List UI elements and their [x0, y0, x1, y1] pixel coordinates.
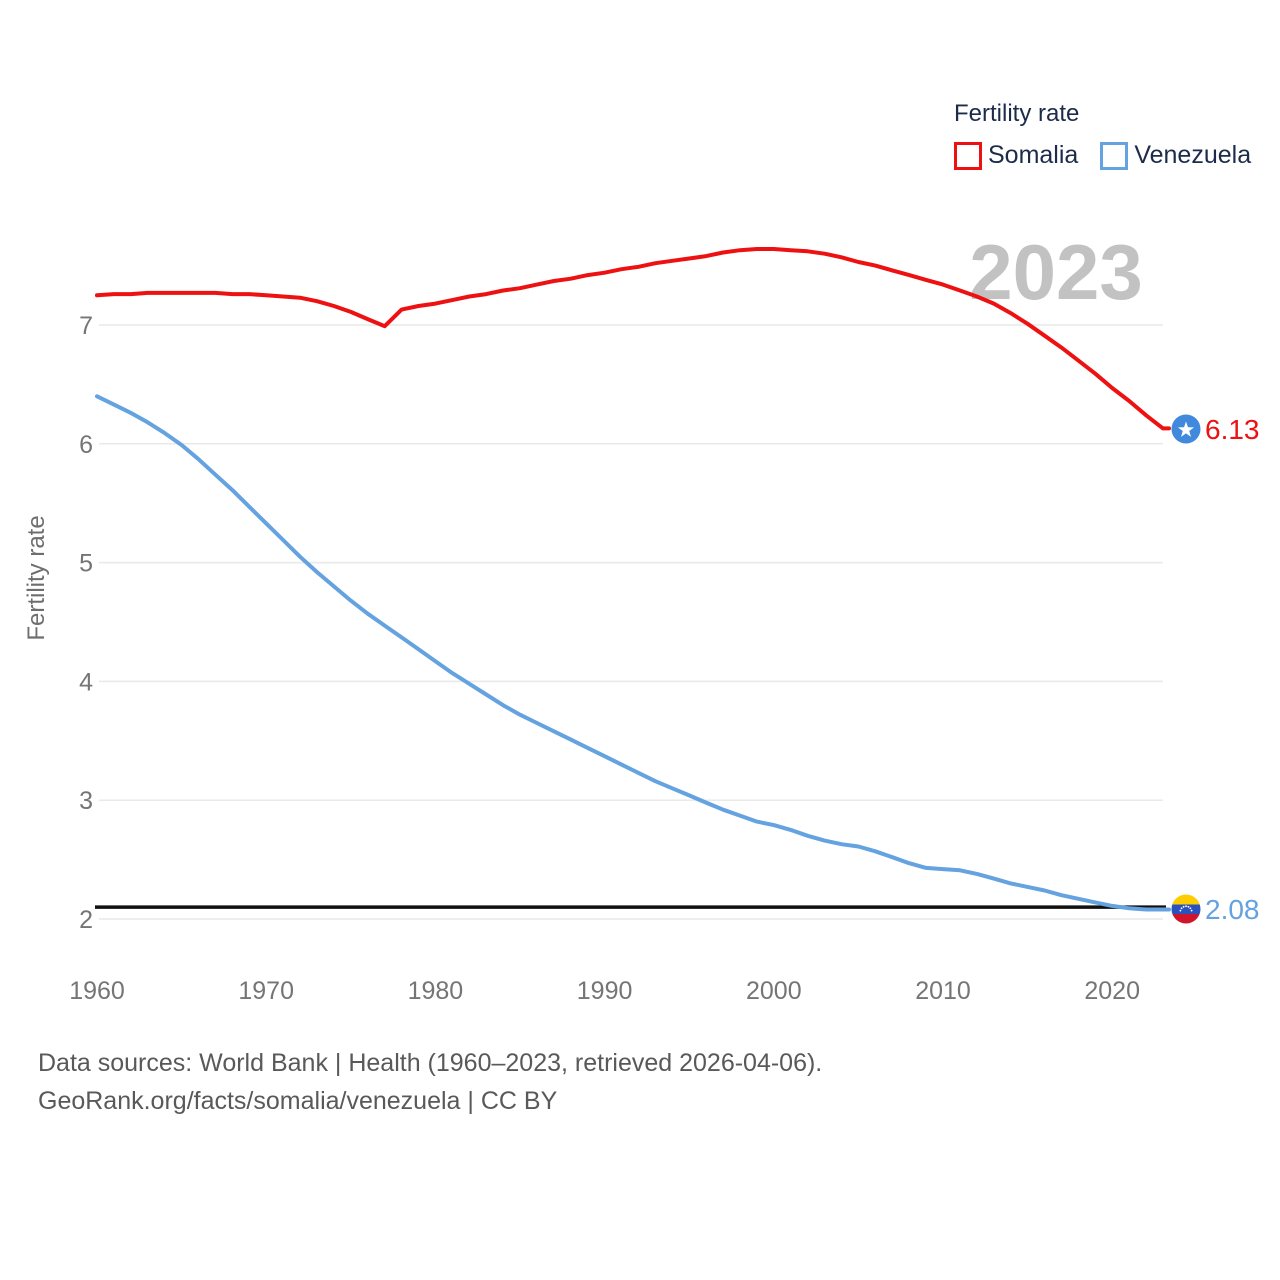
venezuela-swatch-icon [1100, 141, 1129, 170]
venezuela-flag-icon [1171, 894, 1201, 924]
y-tick: 6 [79, 431, 93, 459]
legend-label-somalia: Somalia [988, 141, 1079, 169]
x-tick: 2010 [915, 977, 971, 1005]
legend-title: Fertility rate [954, 100, 1080, 127]
somalia-end-marker: 6.13 [1171, 414, 1260, 445]
venezuela-end-value: 2.08 [1205, 894, 1260, 925]
legend-label-venezuela: Venezuela [1134, 141, 1252, 169]
y-axis-ticks: 7 6 5 4 3 2 [79, 312, 93, 934]
legend: Fertility rate Somalia Venezuela [954, 100, 1251, 170]
footer: Data sources: World Bank | Health (1960–… [38, 1044, 822, 1120]
y-tick: 5 [79, 550, 93, 578]
x-tick: 1990 [577, 977, 633, 1005]
year-watermark: 2023 [969, 228, 1143, 316]
x-tick: 1970 [238, 977, 294, 1005]
x-tick: 1960 [69, 977, 125, 1005]
attribution-line: GeoRank.org/facts/somalia/venezuela | CC… [38, 1087, 558, 1115]
star-icon [1177, 421, 1195, 437]
somalia-line [95, 247, 1171, 431]
x-tick: 2000 [746, 977, 802, 1005]
y-tick: 4 [79, 668, 93, 696]
x-tick: 1980 [408, 977, 464, 1005]
y-axis-title: Fertility rate [23, 515, 50, 640]
y-tick: 2 [79, 906, 93, 934]
y-tick: 3 [79, 787, 93, 815]
somalia-end-value: 6.13 [1205, 414, 1260, 445]
legend-item-somalia[interactable]: Somalia [954, 141, 1078, 170]
somalia-swatch-icon [954, 141, 982, 170]
gridlines [99, 324, 1163, 920]
y-tick: 7 [79, 312, 93, 340]
x-axis-ticks: 1960 1970 1980 1990 2000 2010 2020 [69, 977, 1140, 1005]
venezuela-end-marker: 2.08 [1171, 894, 1260, 925]
data-sources-line: Data sources: World Bank | Health (1960–… [38, 1049, 823, 1077]
venezuela-line [95, 394, 1171, 912]
x-tick: 2020 [1084, 977, 1140, 1005]
legend-item-venezuela[interactable]: Venezuela [1100, 141, 1251, 170]
